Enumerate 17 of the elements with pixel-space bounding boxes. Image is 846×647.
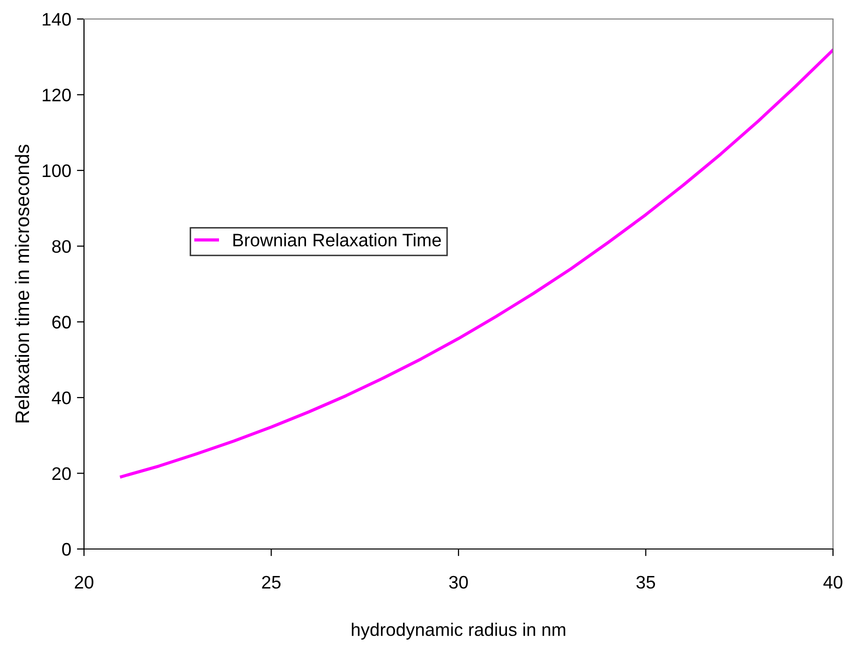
x-tick-label: 30 [449, 576, 468, 589]
y-tick-label: 140 [42, 12, 71, 26]
y-tick-label: 20 [52, 467, 71, 480]
line-series [120, 48, 833, 478]
x-tick-label: 25 [262, 576, 281, 589]
y-tick-label: 80 [52, 240, 71, 253]
x-tick-label: 20 [74, 576, 94, 589]
y-axis-title: Relaxation time in microseconds [14, 144, 30, 422]
y-tick-label: 40 [52, 392, 71, 404]
y-tick-label: 60 [52, 316, 71, 329]
x-tick-label: 40 [823, 576, 842, 589]
legend-label: Brownian Relaxation Time [233, 233, 441, 246]
y-tick-label: 0 [62, 542, 71, 556]
y-tick-label: 100 [42, 164, 71, 178]
y-tick-label: 120 [42, 88, 71, 102]
x-axis-title: hydrodynamic radius in nm [352, 622, 566, 640]
x-tick-label: 35 [636, 576, 656, 589]
